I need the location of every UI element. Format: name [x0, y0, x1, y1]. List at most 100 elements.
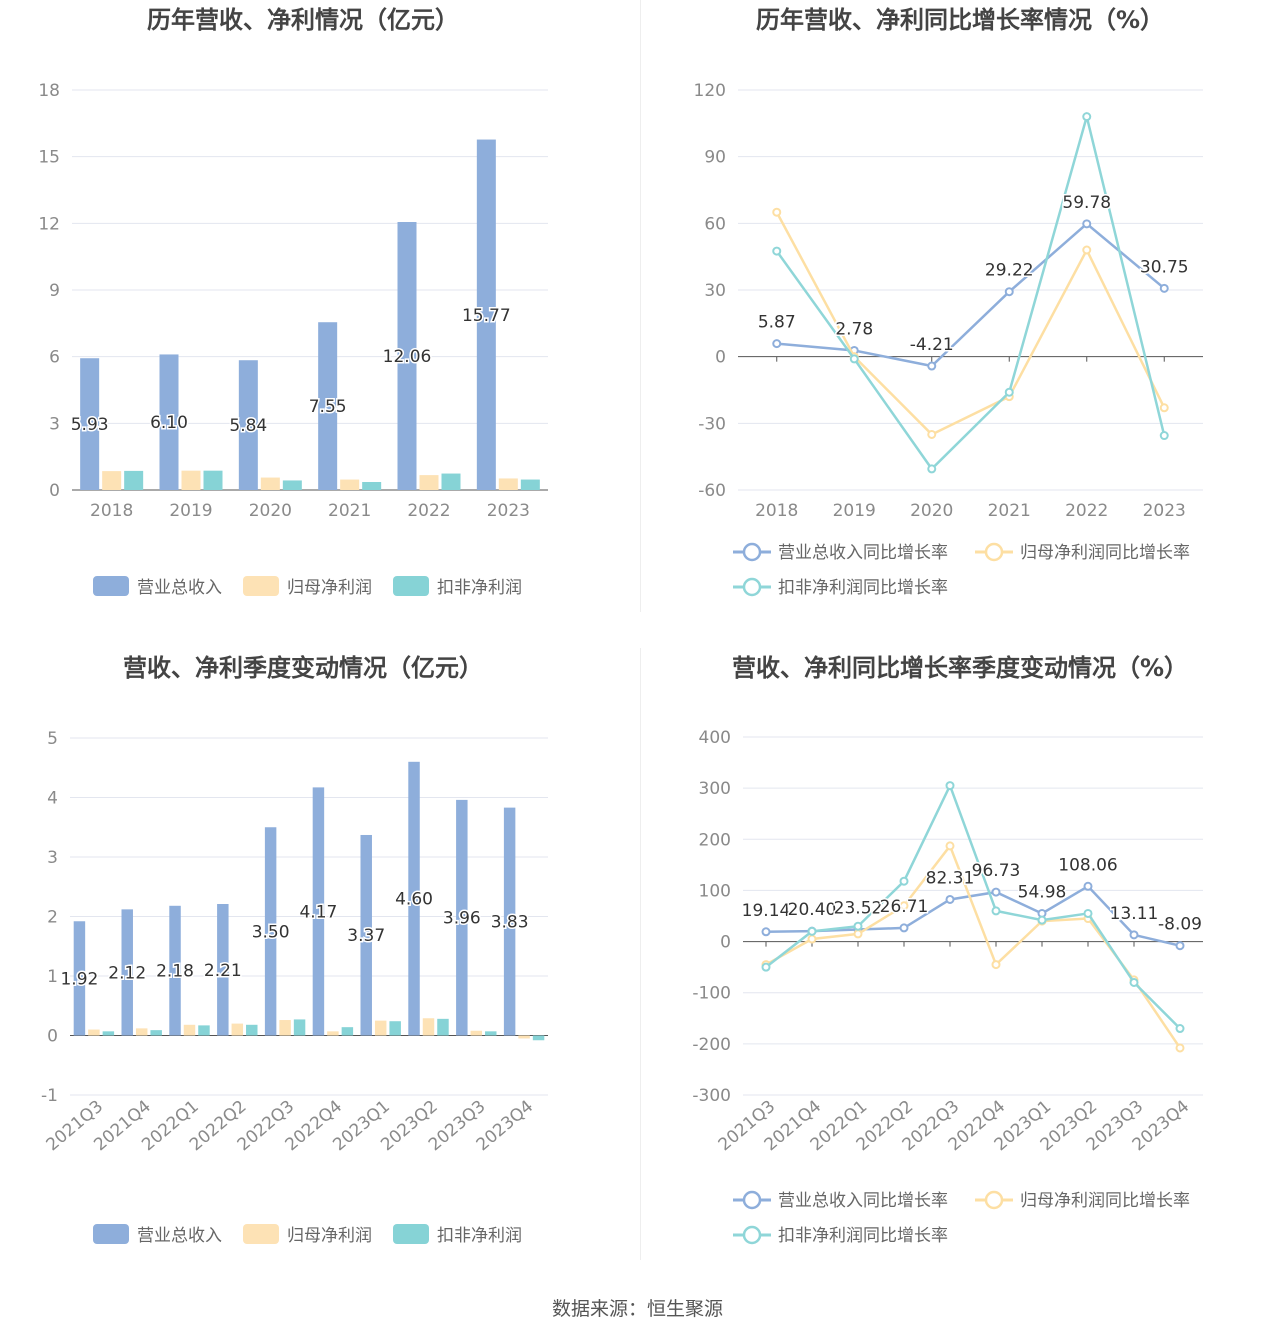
data-point	[1082, 245, 1092, 255]
chart-title: 营收、净利同比增长率季度变动情况（%）	[732, 654, 1188, 682]
data-label: 3.96	[443, 909, 481, 929]
data-point	[991, 960, 1001, 970]
bar-parent-profit	[183, 1024, 196, 1036]
data-point	[807, 926, 817, 936]
data-label: 6.10	[150, 413, 188, 433]
bar-deducted-profit	[389, 1021, 401, 1036]
data-label: 12.06	[383, 347, 432, 367]
data-point	[772, 339, 782, 349]
y-tick-label: 400	[699, 728, 731, 748]
data-point	[849, 354, 859, 364]
y-tick-label: 6	[49, 348, 60, 368]
y-tick-label: 200	[699, 830, 731, 850]
data-label: 2.21	[204, 961, 242, 981]
bar-revenue	[121, 909, 133, 1036]
x-tick-label: 2021	[988, 501, 1031, 521]
y-tick-label: 30	[704, 281, 726, 301]
series-line-revenue-growth	[776, 222, 1166, 368]
bar-parent-profit	[327, 1031, 339, 1036]
data-point	[1129, 930, 1139, 940]
data-point	[1082, 112, 1092, 122]
y-tick-label: -1	[41, 1086, 58, 1106]
y-tick-label: 3	[47, 848, 58, 868]
bar-deducted-profit	[532, 1035, 545, 1041]
data-point	[1175, 941, 1185, 951]
bar-revenue	[159, 354, 179, 490]
data-point	[772, 207, 782, 217]
vertical-divider-top	[640, 0, 641, 612]
bar-revenue	[476, 139, 496, 491]
bar-revenue	[238, 360, 258, 490]
bar-deducted-profit	[520, 479, 540, 490]
data-point	[1082, 219, 1092, 229]
y-tick-label: 60	[704, 214, 726, 234]
data-point	[772, 246, 782, 256]
y-tick-label: 15	[38, 148, 60, 168]
data-point	[1129, 977, 1139, 987]
legend-label: 扣非净利润同比增长率	[778, 1226, 948, 1246]
bar-deducted-profit	[437, 1018, 449, 1036]
data-point	[927, 429, 937, 439]
data-point	[1083, 908, 1093, 918]
data-point	[945, 841, 955, 851]
data-point	[927, 464, 937, 474]
legend-label: 扣非净利润同比增长率	[778, 578, 948, 598]
legend-swatch	[243, 576, 279, 596]
bar-deducted-profit	[198, 1025, 210, 1036]
data-label: 19.14	[742, 901, 791, 921]
y-tick-label: -60	[698, 481, 726, 501]
y-tick-label: 0	[47, 1027, 58, 1047]
bar-parent-profit	[422, 1018, 435, 1036]
y-tick-label: -200	[692, 1035, 731, 1055]
data-label: 4.17	[299, 902, 337, 922]
bar-revenue	[503, 807, 516, 1036]
data-label: 20.40	[788, 900, 837, 920]
data-label: 96.73	[972, 861, 1021, 881]
data-point	[1159, 283, 1169, 293]
chart-title: 历年营收、净利同比增长率情况（%）	[756, 6, 1164, 34]
bar-revenue	[169, 905, 181, 1036]
data-label: 82.31	[926, 868, 975, 888]
y-tick-label: 9	[49, 281, 60, 301]
legend-swatch	[93, 576, 129, 596]
y-tick-label: 1	[47, 967, 58, 987]
x-tick-label: 2021	[328, 501, 371, 521]
legend-label: 营业总收入同比增长率	[778, 543, 948, 563]
bar-revenue	[312, 787, 325, 1036]
bar-parent-profit	[419, 475, 439, 490]
bar-parent-profit	[498, 478, 518, 490]
y-tick-label: -300	[692, 1086, 731, 1106]
data-label: 54.98	[1018, 882, 1067, 902]
data-label: 26.71	[880, 897, 929, 917]
legend-label: 扣非净利润	[437, 1226, 522, 1246]
y-tick-label: 4	[47, 789, 58, 809]
bar-deducted-profit	[150, 1030, 162, 1036]
x-tick-label: 2020	[910, 501, 953, 521]
data-label: 2.12	[108, 963, 146, 983]
legend-label: 归母净利润同比增长率	[1020, 1191, 1190, 1211]
x-tick-label: 2020	[249, 501, 292, 521]
quarterly-growth-rate-chart: 营收、净利同比增长率季度变动情况（%） -300 -200 -100 0 100 200 30…	[638, 648, 1275, 1296]
y-tick-label: 2	[47, 908, 58, 928]
quarterly-revenue-profit-chart: 营收、净利季度变动情况（亿元） -1 0 1 2 3 4 5 2021Q3 2021Q4 2022Q…	[0, 648, 637, 1296]
data-label: 2.18	[156, 962, 194, 982]
y-tick-label: 0	[49, 481, 60, 501]
legend-marker	[984, 542, 1004, 562]
bar-revenue	[408, 761, 420, 1036]
data-point	[991, 906, 1001, 916]
bar-deducted-profit	[341, 1027, 354, 1036]
legend-swatch	[93, 1224, 129, 1244]
data-point	[899, 923, 909, 933]
bar-deducted-profit	[282, 480, 302, 490]
legend-marker	[742, 542, 762, 562]
x-tick-label: 2022	[407, 501, 450, 521]
x-tick-label: 2019	[169, 501, 212, 521]
data-label: 7.55	[309, 397, 347, 417]
bar-revenue	[318, 322, 338, 490]
x-tick-label: 2023	[1143, 501, 1186, 521]
y-tick-label: 120	[694, 81, 726, 101]
bar-revenue	[456, 799, 468, 1036]
data-label: 13.11	[1110, 904, 1159, 924]
bar-revenue	[360, 834, 372, 1036]
y-tick-label: -30	[698, 414, 726, 434]
